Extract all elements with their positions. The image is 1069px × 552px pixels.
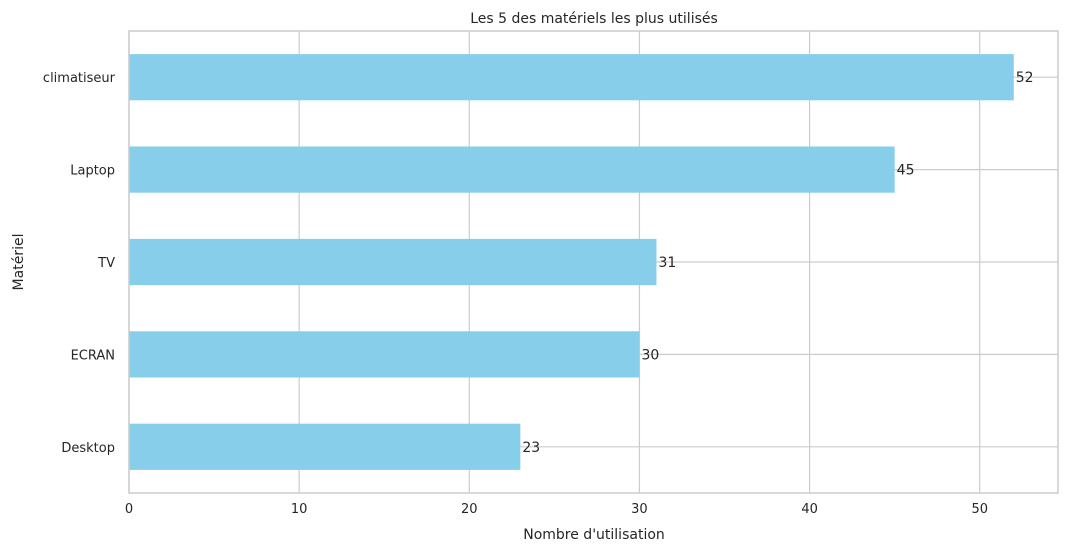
y-axis-label: Matériel [11, 234, 27, 291]
x-tick-label: 10 [291, 502, 308, 517]
y-axis-ticks: climatiseur Laptop TV ECRAN Desktop [43, 71, 116, 456]
x-tick-label: 50 [971, 502, 988, 517]
plot-frame [128, 30, 1059, 494]
data-label: 30 [641, 347, 659, 363]
x-tick-label: 20 [461, 502, 478, 517]
x-tick-label: 30 [631, 502, 648, 517]
data-label: 45 [897, 163, 915, 179]
x-tick-label: 0 [125, 502, 133, 517]
x-axis-ticks: 0 10 20 30 40 50 [125, 502, 988, 517]
bar-desktop [129, 423, 521, 470]
y-tick-label: climatiseur [43, 71, 116, 86]
chart-title: Les 5 des matériels les plus utilisés [470, 11, 718, 27]
bars: 52 45 31 30 23 [129, 54, 1034, 470]
bar-climatiseur [129, 54, 1014, 101]
y-tick-label: TV [97, 256, 115, 271]
x-axis-label: Nombre d'utilisation [523, 527, 665, 543]
bar-ecran [129, 331, 640, 378]
data-label: 31 [658, 255, 676, 271]
bar-tv [129, 238, 657, 286]
y-tick-label: Laptop [70, 164, 115, 179]
data-label: 23 [522, 440, 540, 456]
x-tick-label: 40 [801, 502, 818, 517]
y-tick-label: ECRAN [71, 348, 115, 363]
bar-laptop [129, 146, 895, 193]
y-tick-label: Desktop [61, 441, 115, 456]
data-label: 52 [1016, 70, 1034, 86]
